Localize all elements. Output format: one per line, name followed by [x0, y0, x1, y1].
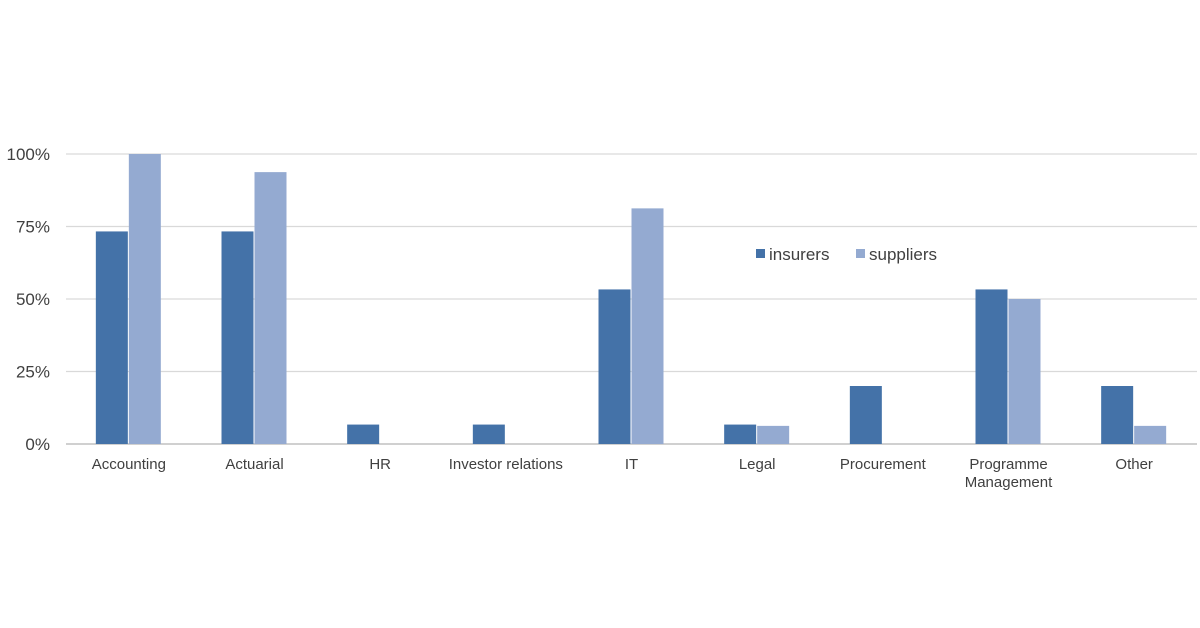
legend-swatch-insurers	[756, 249, 765, 258]
x-tick-label: Accounting	[92, 456, 166, 473]
bar-insurers	[724, 424, 757, 444]
bar-insurers	[472, 424, 505, 444]
bar-insurers	[849, 386, 882, 444]
bar-insurers	[1101, 386, 1134, 444]
x-tick-label: Legal	[739, 456, 776, 473]
y-tick-label: 25%	[16, 363, 50, 382]
legend-swatch-suppliers	[856, 249, 865, 258]
x-tick-label: Management	[965, 474, 1053, 491]
bar-insurers	[975, 289, 1008, 444]
x-tick-label: Programme	[969, 456, 1047, 473]
x-tick-label: Actuarial	[225, 456, 283, 473]
y-tick-label: 100%	[7, 145, 50, 164]
x-tick-label: HR	[369, 456, 391, 473]
x-tick-label: Procurement	[840, 456, 927, 473]
x-tick-label: IT	[625, 456, 638, 473]
x-tick-label: Investor relations	[449, 456, 563, 473]
bar-suppliers	[631, 208, 664, 444]
y-tick-label: 0%	[25, 435, 50, 454]
x-tick-label: Other	[1115, 456, 1153, 473]
bar-insurers	[221, 231, 254, 444]
bar-suppliers	[757, 425, 790, 444]
legend-label-suppliers: suppliers	[869, 245, 937, 264]
bar-insurers	[347, 424, 380, 444]
y-tick-label: 75%	[16, 218, 50, 237]
bar-insurers	[598, 289, 631, 444]
legend-label-insurers: insurers	[769, 245, 829, 264]
bar-suppliers	[128, 154, 161, 444]
bar-insurers	[95, 231, 128, 444]
bar-suppliers	[1008, 299, 1041, 444]
bar-suppliers	[1134, 425, 1167, 444]
y-tick-label: 50%	[16, 290, 50, 309]
bar-suppliers	[254, 172, 287, 444]
